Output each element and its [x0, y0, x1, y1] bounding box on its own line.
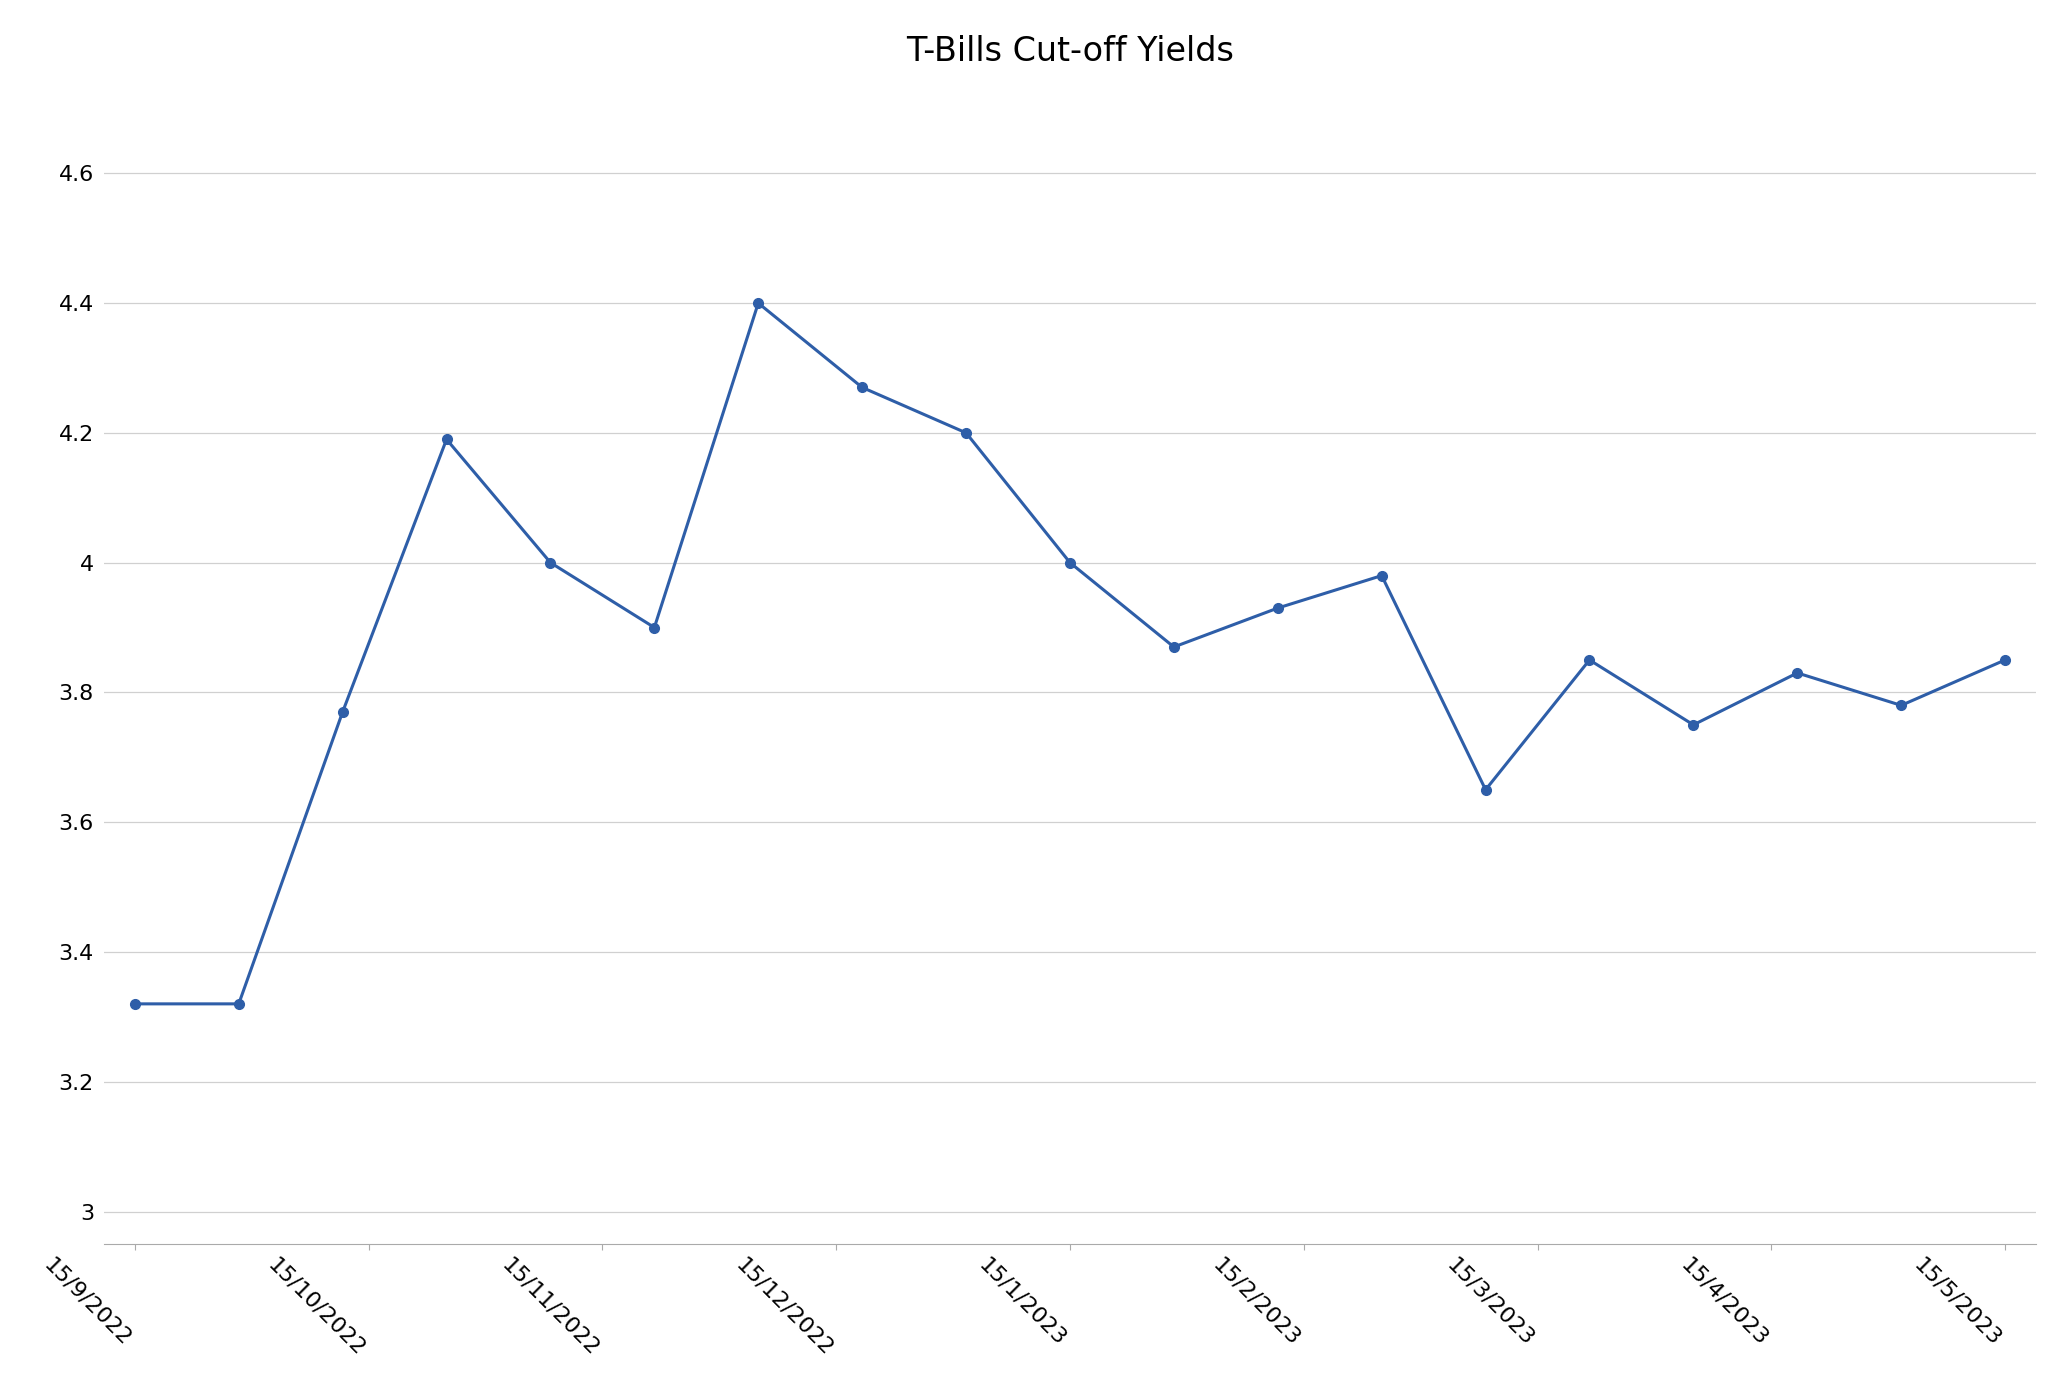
Title: T-Bills Cut-off Yields: T-Bills Cut-off Yields	[905, 35, 1234, 68]
